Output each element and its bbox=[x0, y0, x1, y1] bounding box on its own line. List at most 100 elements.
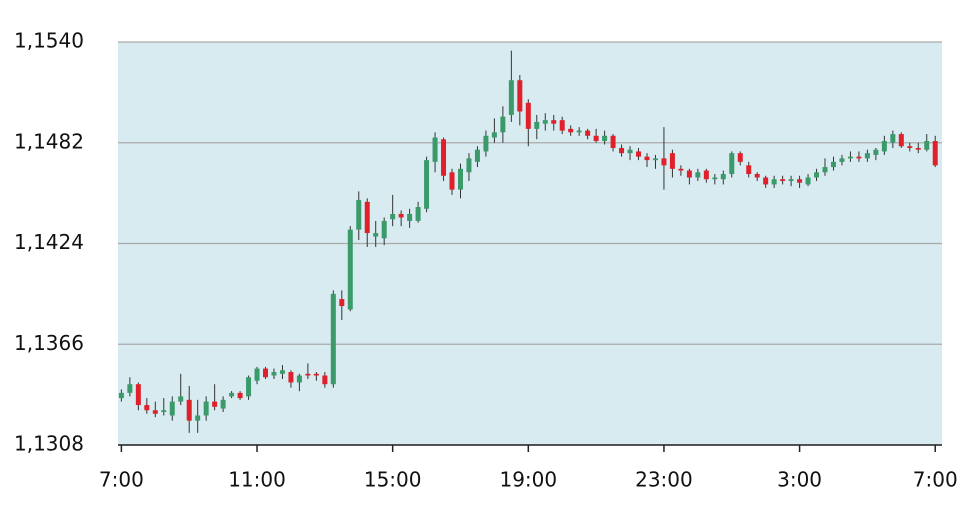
candle-body bbox=[288, 372, 294, 383]
x-tick-label: 19:00 bbox=[499, 468, 557, 492]
candle-body bbox=[551, 120, 557, 124]
y-tick-label: 1,1424 bbox=[14, 230, 84, 254]
candle-body bbox=[619, 147, 625, 154]
candle-body bbox=[636, 151, 642, 157]
candle-body bbox=[424, 160, 430, 209]
y-tick-label: 1,1308 bbox=[14, 432, 84, 456]
candle-body bbox=[822, 167, 828, 173]
candle-body bbox=[135, 384, 141, 406]
candle-body bbox=[644, 156, 650, 161]
candle-body bbox=[797, 179, 803, 183]
x-tick-label: 3:00 bbox=[777, 468, 822, 492]
candle-body bbox=[805, 177, 811, 185]
candle-body bbox=[907, 146, 913, 148]
x-tick-label: 7:00 bbox=[913, 468, 958, 492]
candle-body bbox=[703, 170, 709, 180]
candle-body bbox=[610, 135, 616, 148]
y-tick-label: 1,1366 bbox=[14, 331, 84, 355]
candle-body bbox=[178, 396, 184, 402]
candle-body bbox=[457, 168, 463, 190]
candle-body bbox=[313, 373, 319, 376]
candle-body bbox=[576, 130, 582, 133]
candle-body bbox=[602, 135, 608, 142]
candle-body bbox=[585, 130, 591, 136]
candle-body bbox=[830, 161, 836, 168]
candle-body bbox=[186, 399, 192, 421]
candle-body bbox=[305, 373, 311, 376]
candle-body bbox=[517, 80, 523, 112]
candle-body bbox=[364, 201, 370, 234]
candle-body bbox=[890, 134, 896, 143]
candle-body bbox=[814, 172, 820, 178]
candle-body bbox=[873, 149, 879, 155]
candle-body bbox=[144, 405, 150, 411]
candle-body bbox=[398, 213, 404, 218]
candle-body bbox=[322, 375, 328, 385]
candle-body bbox=[229, 392, 235, 397]
candle-body bbox=[542, 120, 548, 124]
candle-body bbox=[356, 200, 362, 230]
candle-body bbox=[263, 368, 269, 378]
candle-body bbox=[771, 179, 777, 185]
candle-body bbox=[373, 233, 379, 237]
candle-body bbox=[127, 384, 133, 393]
candle-body bbox=[763, 177, 769, 185]
candle-body bbox=[246, 377, 252, 397]
candle-body bbox=[534, 121, 540, 129]
candle-body bbox=[695, 172, 701, 178]
candle-body bbox=[161, 410, 167, 412]
candle-body bbox=[466, 158, 472, 173]
candle-body bbox=[508, 80, 514, 115]
candle-body bbox=[847, 156, 853, 159]
candle-body bbox=[593, 135, 599, 142]
candle-body bbox=[788, 179, 794, 181]
candle-body bbox=[271, 372, 277, 376]
x-tick-label: 23:00 bbox=[635, 468, 693, 492]
candle-body bbox=[381, 220, 387, 239]
candle-body bbox=[195, 415, 201, 421]
candle-body bbox=[339, 299, 345, 307]
x-tick-label: 7:00 bbox=[99, 468, 144, 492]
candle-body bbox=[729, 153, 735, 175]
candle-body bbox=[856, 156, 862, 159]
candle-body bbox=[500, 116, 506, 133]
y-tick-label: 1,1482 bbox=[14, 129, 84, 153]
candle-body bbox=[347, 229, 353, 310]
candle-body bbox=[924, 141, 930, 150]
candle-body bbox=[559, 120, 565, 131]
candle-body bbox=[118, 392, 124, 399]
candle-body bbox=[712, 177, 718, 180]
candle-body bbox=[407, 213, 413, 221]
candle-body bbox=[678, 168, 684, 171]
candle-body bbox=[652, 158, 658, 161]
candle-body bbox=[415, 207, 421, 221]
candle-body bbox=[839, 158, 845, 162]
candle-body bbox=[330, 293, 336, 385]
candle-body bbox=[449, 172, 455, 190]
candle-body bbox=[474, 149, 480, 162]
candle-body bbox=[568, 128, 574, 133]
candle-body bbox=[279, 370, 285, 374]
candle-body bbox=[669, 153, 675, 169]
candle-body bbox=[491, 132, 497, 138]
x-tick-label: 11:00 bbox=[228, 468, 286, 492]
candle-body bbox=[754, 174, 760, 178]
candle-body bbox=[737, 153, 743, 162]
candle-body bbox=[720, 174, 726, 180]
candle-body bbox=[780, 179, 786, 181]
candle-body bbox=[661, 158, 667, 166]
candle-body bbox=[483, 135, 489, 152]
candle-body bbox=[254, 368, 260, 381]
candle-body bbox=[686, 170, 692, 178]
candle-body bbox=[881, 141, 887, 152]
candle-body bbox=[432, 137, 438, 162]
candle-body bbox=[220, 399, 226, 409]
candle-body bbox=[169, 401, 175, 416]
candle-body bbox=[627, 149, 633, 154]
candle-body bbox=[525, 102, 531, 129]
candle-body bbox=[746, 165, 752, 175]
x-tick-label: 15:00 bbox=[364, 468, 422, 492]
candle-body bbox=[237, 392, 243, 399]
